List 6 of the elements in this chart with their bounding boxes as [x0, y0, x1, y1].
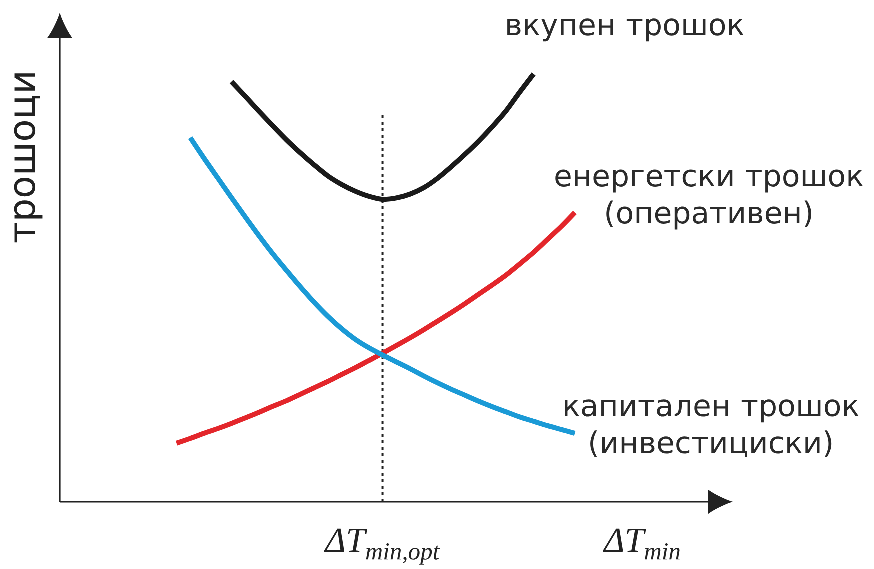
series-label: капитален трошок (инвестициски): [565, 400, 859, 458]
y-axis-title: трошоци: [14, 74, 43, 243]
text: ΔT$_{min,opt}$: [324, 528, 440, 565]
series-label: енергетски трошок (оперативен): [556, 170, 864, 230]
x-axis-title: ΔT$_{min}$: [603, 528, 680, 560]
series-label: вкупен трошок: [508, 18, 744, 42]
